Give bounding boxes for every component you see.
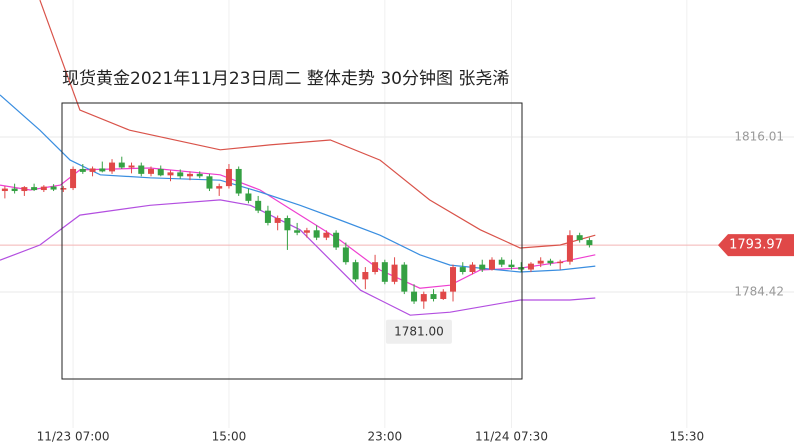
candle-body	[323, 232, 330, 238]
x-tick-label: 11/24 07:30	[475, 430, 548, 444]
x-tick-label: 15:30	[670, 430, 705, 444]
annotation-label: 1781.00	[394, 324, 444, 338]
candle-body	[70, 168, 77, 189]
candle-body	[557, 261, 564, 264]
candle-body	[196, 173, 203, 177]
candle-body	[31, 187, 38, 191]
candle-body	[459, 267, 466, 272]
grid	[0, 0, 794, 428]
candle-body	[498, 259, 505, 265]
candle-body	[186, 173, 193, 177]
y-tick-label: 1784.42	[734, 285, 784, 299]
annotation-box	[385, 319, 452, 344]
candle-body	[342, 247, 349, 263]
candle-body	[167, 172, 174, 176]
candle-body	[430, 294, 437, 299]
candle-body	[381, 262, 388, 282]
candle-body	[50, 186, 57, 190]
candle-body	[274, 218, 281, 223]
candle-body	[284, 218, 291, 231]
highlight-box	[61, 102, 523, 380]
candle-body	[79, 168, 86, 172]
candle-body	[333, 232, 340, 248]
candle-body	[537, 260, 544, 264]
candle-body	[303, 230, 310, 233]
last-price-label: 1793.97	[729, 238, 783, 253]
candle-body	[245, 193, 252, 201]
candle-body	[352, 262, 359, 280]
y-tick-label: 1816.01	[734, 130, 784, 144]
candle-body	[157, 168, 164, 176]
candle-body	[518, 267, 525, 270]
x-tick-label: 11/23 07:00	[37, 430, 110, 444]
candle-body	[138, 165, 145, 174]
indicator-line	[0, 199, 596, 316]
candle-body	[566, 235, 573, 262]
indicator-line	[39, 0, 596, 249]
labels: 1816.01 1784.42 11/23 07:00 15:00 23:00 11/24…	[37, 130, 794, 444]
candle-body	[235, 168, 242, 194]
candle-body	[99, 168, 106, 172]
candle-body	[225, 168, 232, 187]
last-price-tag	[718, 234, 794, 257]
candle-body	[313, 230, 320, 238]
candle-body	[401, 264, 408, 292]
candle-body	[89, 168, 96, 172]
candle-body	[469, 264, 476, 272]
candle-body	[450, 267, 457, 292]
candle-body	[372, 262, 379, 272]
candle-body	[11, 188, 18, 192]
candle-body	[527, 263, 534, 270]
candle-body	[255, 200, 262, 211]
candle-body	[148, 168, 155, 174]
candle-body	[264, 210, 271, 223]
candle-body	[576, 235, 583, 241]
candle-body	[177, 172, 184, 177]
x-tick-label: 23:00	[368, 430, 403, 444]
candle-body	[21, 187, 28, 192]
candle-body	[118, 162, 125, 168]
candle-body	[420, 294, 427, 302]
candle-body	[586, 240, 593, 246]
candle-body	[128, 165, 135, 168]
candle-body	[109, 162, 116, 172]
chart-title: 现货黄金2021年11月23日周二 整体走势 30分钟图 张尧浠	[62, 69, 509, 89]
candle-body	[60, 188, 67, 190]
candle-body	[362, 271, 369, 280]
x-tick-label: 15:00	[212, 430, 247, 444]
candle-body	[547, 260, 554, 264]
candle-body	[206, 176, 213, 189]
candle-body	[1, 188, 8, 192]
indicator-line	[0, 94, 596, 273]
candles	[1, 156, 593, 309]
candle-body	[508, 264, 515, 268]
candle-body	[391, 264, 398, 282]
candle-body	[479, 264, 486, 270]
candle-body	[294, 230, 301, 233]
candle-body	[216, 186, 223, 189]
candle-body	[40, 186, 47, 191]
candle-body	[488, 259, 495, 270]
candle-body	[440, 291, 447, 299]
candle-body	[411, 291, 418, 302]
